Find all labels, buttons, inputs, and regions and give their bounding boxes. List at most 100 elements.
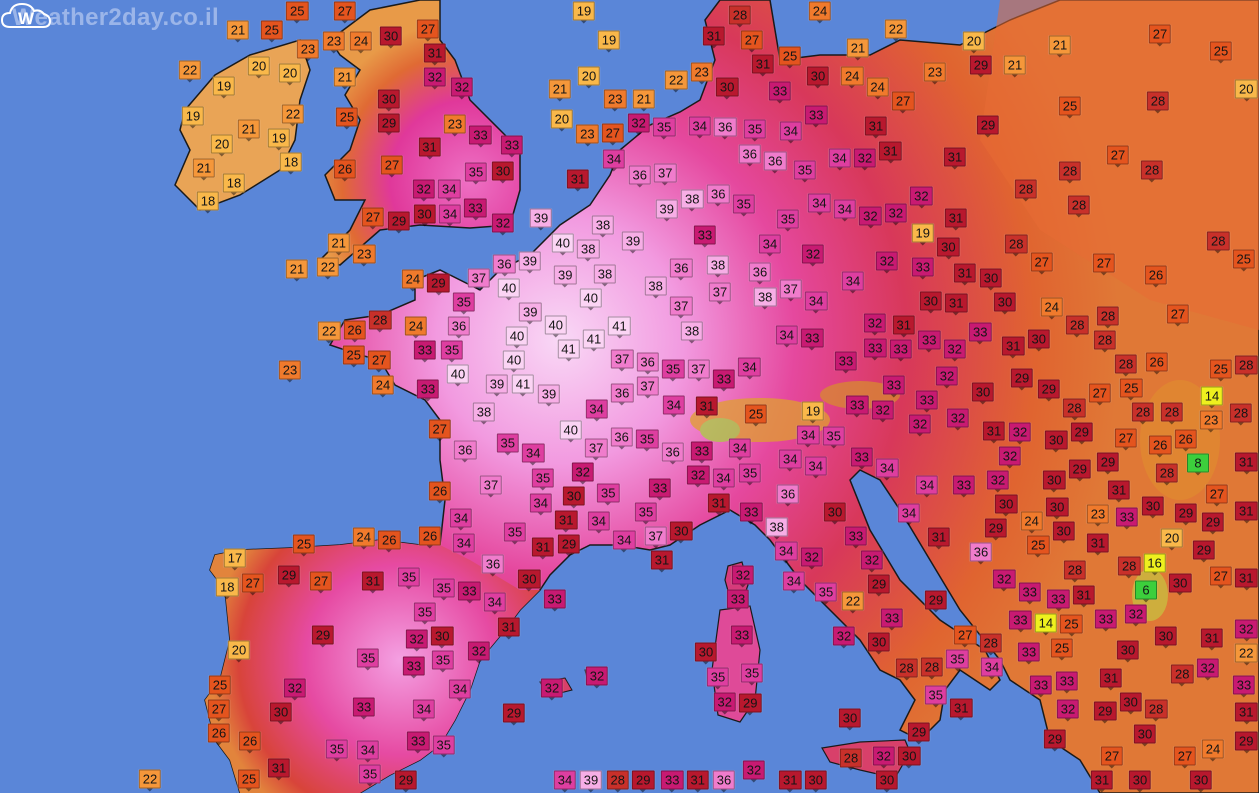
temperature-label[interactable]: 30 xyxy=(1052,521,1075,544)
temperature-label[interactable]: 30 xyxy=(1141,496,1165,519)
temperature-label[interactable]: 20 xyxy=(247,56,271,79)
temperature-label[interactable]: 36 xyxy=(738,144,761,167)
temperature-label[interactable]: 25 xyxy=(260,20,283,43)
temperature-label[interactable]: 41 xyxy=(608,316,631,339)
temperature-label[interactable]: 37 xyxy=(467,268,491,291)
temperature-label[interactable]: 34 xyxy=(797,425,820,448)
temperature-label[interactable]: 39 xyxy=(485,374,509,397)
temperature-label[interactable]: 29 xyxy=(387,211,411,234)
temperature-label[interactable]: 29 xyxy=(1068,459,1091,482)
temperature-label[interactable]: 36 xyxy=(493,254,516,277)
temperature-label[interactable]: 29 xyxy=(924,590,948,613)
temperature-label[interactable]: 29 xyxy=(427,273,450,296)
temperature-label[interactable]: 35 xyxy=(432,578,456,601)
temperature-label[interactable]: 33 xyxy=(844,526,868,549)
temperature-label[interactable]: 25 xyxy=(1209,41,1233,64)
temperature-label[interactable]: 24 xyxy=(808,1,832,24)
temperature-label[interactable]: 28 xyxy=(1140,160,1164,183)
temperature-label[interactable]: 25 xyxy=(208,675,232,698)
temperature-label[interactable]: 29 xyxy=(984,518,1008,541)
temperature-label[interactable]: 26 xyxy=(1174,429,1197,452)
temperature-label[interactable]: 36 xyxy=(447,316,471,339)
temperature-label[interactable]: 36 xyxy=(454,440,477,463)
temperature-label[interactable]: 35 xyxy=(776,209,800,232)
temperature-label[interactable]: 24 xyxy=(352,527,375,550)
temperature-label[interactable]: 30 xyxy=(518,569,541,592)
temperature-label[interactable]: 31 xyxy=(686,770,709,793)
temperature-label[interactable]: 30 xyxy=(1045,497,1069,520)
temperature-label[interactable]: 32 xyxy=(859,206,882,229)
temperature-label[interactable]: 29 xyxy=(1201,512,1225,535)
temperature-label[interactable]: 29 xyxy=(1037,379,1061,402)
temperature-label[interactable]: 36 xyxy=(969,542,993,565)
temperature-label[interactable]: 27 xyxy=(954,625,977,648)
temperature-label[interactable]: 27 xyxy=(309,571,333,594)
temperature-label[interactable]: 27 xyxy=(891,91,915,114)
temperature-label[interactable]: 23 xyxy=(1199,410,1223,433)
temperature-label[interactable]: 34 xyxy=(804,456,827,479)
temperature-label[interactable]: 32 xyxy=(908,414,932,437)
temperature-label[interactable]: 33 xyxy=(413,340,437,363)
temperature-label[interactable]: 26 xyxy=(418,526,442,549)
temperature-label[interactable]: 34 xyxy=(585,399,608,422)
temperature-label[interactable]: 32 xyxy=(875,251,899,274)
temperature-label[interactable]: 31 xyxy=(1235,568,1258,591)
temperature-label[interactable]: 31 xyxy=(361,571,385,594)
temperature-label[interactable]: 37 xyxy=(610,349,634,372)
temperature-label[interactable]: 33 xyxy=(1018,582,1041,605)
temperature-label[interactable]: 20 xyxy=(278,63,302,86)
temperature-label[interactable]: 35 xyxy=(432,735,455,758)
temperature-label[interactable]: 32 xyxy=(423,67,447,90)
temperature-label[interactable]: 26 xyxy=(1144,265,1168,288)
temperature-label[interactable]: 30 xyxy=(993,292,1017,315)
temperature-label[interactable]: 41 xyxy=(557,339,580,362)
temperature-label[interactable]: 35 xyxy=(743,119,767,142)
temperature-label[interactable]: 25 xyxy=(1120,378,1143,401)
temperature-label[interactable]: 34 xyxy=(412,699,436,722)
temperature-label[interactable]: 23 xyxy=(576,124,599,147)
temperature-label[interactable]: 27 xyxy=(368,350,391,373)
temperature-label[interactable]: 30 xyxy=(875,770,899,793)
temperature-label[interactable]: 39 xyxy=(519,302,542,325)
temperature-label[interactable]: 31 xyxy=(1200,628,1224,651)
temperature-label[interactable]: 25 xyxy=(1027,535,1050,558)
temperature-label[interactable]: 33 xyxy=(500,135,524,158)
temperature-label[interactable]: 30 xyxy=(867,632,891,655)
temperature-label[interactable]: 35 xyxy=(464,162,488,185)
temperature-label[interactable]: 35 xyxy=(652,117,676,139)
temperature-label[interactable]: 33 xyxy=(402,656,426,679)
temperature-label[interactable]: 34 xyxy=(613,530,636,553)
temperature-label[interactable]: 39 xyxy=(579,770,603,793)
temperature-label[interactable]: 39 xyxy=(554,265,577,288)
temperature-label[interactable]: 29 xyxy=(632,770,655,793)
temperature-label[interactable]: 20 xyxy=(962,31,986,54)
temperature-label[interactable]: 40 xyxy=(551,233,574,255)
temperature-label[interactable]: 30 xyxy=(1116,640,1140,663)
temperature-label[interactable]: 32 xyxy=(863,313,887,336)
temperature-label[interactable]: 31 xyxy=(779,770,802,793)
temperature-label[interactable]: 19 xyxy=(181,106,205,129)
temperature-label[interactable]: 36 xyxy=(628,165,651,188)
temperature-label[interactable]: 30 xyxy=(804,770,827,793)
temperature-label[interactable]: 33 xyxy=(911,257,935,280)
temperature-label[interactable]: 37 xyxy=(584,438,608,461)
temperature-label[interactable]: 30 xyxy=(431,626,454,649)
temperature-label[interactable]: 33 xyxy=(1232,675,1256,698)
temperature-label[interactable]: 30 xyxy=(806,66,830,89)
temperature-label[interactable]: 33 xyxy=(543,589,566,612)
temperature-label[interactable]: 28 xyxy=(1160,402,1184,425)
temperature-label[interactable]: 33 xyxy=(918,330,941,353)
temperature-label[interactable]: 32 xyxy=(491,213,515,236)
temperature-label[interactable]: 28 xyxy=(1093,330,1117,353)
temperature-label[interactable]: 35 xyxy=(661,359,685,382)
temperature-label[interactable]: 29 xyxy=(1093,701,1117,724)
temperature-label[interactable]: 35 xyxy=(597,483,620,506)
temperature-label[interactable]: 30 xyxy=(670,521,693,544)
temperature-label[interactable]: 31 xyxy=(751,54,775,77)
temperature-label[interactable]: 30 xyxy=(1154,626,1178,649)
temperature-label[interactable]: 32 xyxy=(872,746,895,769)
temperature-label[interactable]: 37 xyxy=(644,526,667,549)
temperature-label[interactable]: 30 xyxy=(971,382,995,405)
temperature-label[interactable]: 35 xyxy=(732,194,755,217)
temperature-label[interactable]: 25 xyxy=(335,107,359,130)
